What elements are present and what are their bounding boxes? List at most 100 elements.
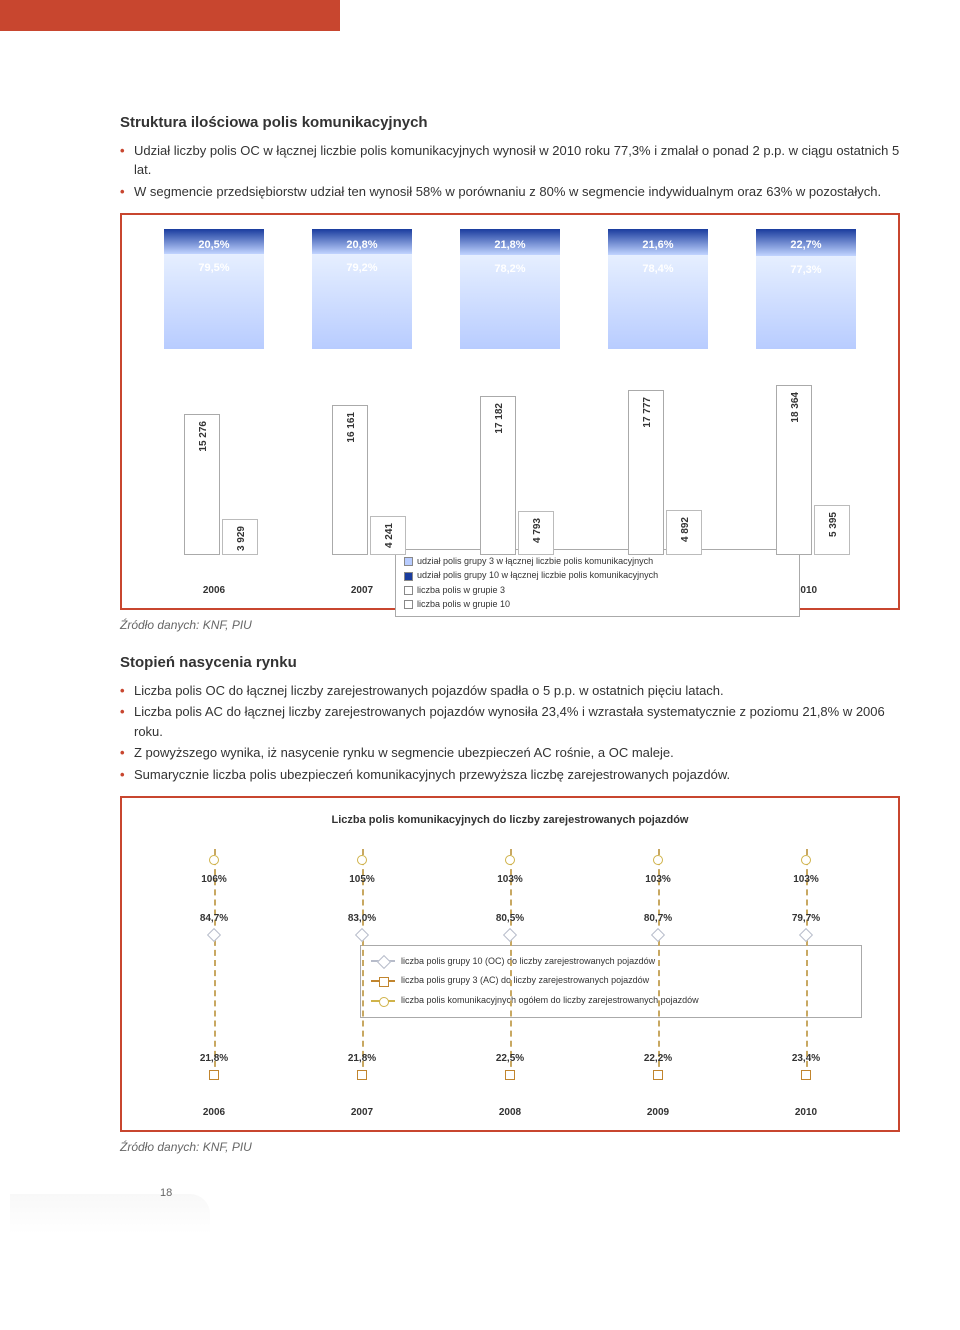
stacked-top-label: 21,8% [460,237,560,254]
chart1-source: Źródło danych: KNF, PIU [120,616,900,634]
bar-value-label: 17 182 [492,403,507,434]
stacked-top-label: 22,7% [756,237,856,254]
section2-heading: Stopień nasycenia rynku [120,652,900,675]
legend-swatch [404,557,413,566]
bar-group: 15 276 3 929 [184,414,258,555]
legend-label: udział polis grupy 3 w łącznej liczbie p… [417,556,653,566]
stacked-bottom-label: 77,3% [756,262,856,279]
stacked-bottom-label: 79,5% [164,260,264,277]
year-label: 2009 [647,1105,669,1120]
bar-value-label: 3 929 [234,526,249,551]
stacked-bottom-label: 78,2% [460,261,560,278]
data-value-label: 105% [322,872,402,887]
data-value-label: 79,7% [766,911,846,926]
data-value-label: 21,8% [174,1051,254,1066]
data-marker-icon [355,927,369,941]
page-corner-shadow [10,1194,210,1234]
stacked-column: 20,8%79,2% [312,229,412,349]
data-marker-icon [801,1070,811,1080]
bar-value-label: 4 241 [382,523,397,548]
header-accent-bar [0,0,340,32]
series-oc-point: 84,7% [174,909,254,946]
series-total-point: 106% [174,851,254,888]
data-marker-icon [207,927,221,941]
data-marker-icon [209,1070,219,1080]
stacked-top-label: 21,6% [608,237,708,254]
legend-label: udział polis grupy 10 w łącznej liczbie … [417,570,658,580]
data-marker-icon [505,1070,515,1080]
legend-label: liczba polis grupy 10 (OC) do liczby zar… [401,952,655,972]
data-value-label: 21,8% [322,1051,402,1066]
bullet: Liczba polis AC do łącznej liczby zareje… [120,702,900,741]
data-value-label: 80,7% [618,911,698,926]
year-label: 2010 [795,1105,817,1120]
series-ac-point: 23,4% [766,1049,846,1086]
page-number: 18 [160,1185,172,1202]
bar-group: 16 1614 241 [332,405,406,555]
data-marker-icon [505,855,515,865]
data-marker-icon [503,927,517,941]
data-value-label: 106% [174,872,254,887]
series-total-point: 103% [470,851,550,888]
legend-label: liczba polis grupy 3 (AC) do liczby zare… [401,971,649,991]
legend-line-icon [371,960,395,962]
section1-bullets: Udział liczby polis OC w łącznej liczbie… [120,141,900,202]
data-marker-icon [357,855,367,865]
bullet: Z powyższego wynika, iż nasycenie rynku … [120,743,900,763]
series-total-point: 103% [766,851,846,888]
year-label: 2007 [351,1105,373,1120]
series-total-point: 103% [618,851,698,888]
series-ac-point: 22,5% [470,1049,550,1086]
data-value-label: 22,5% [470,1051,550,1066]
series-total-point: 105% [322,851,402,888]
legend-label: liczba polis w grupie 3 [417,585,505,595]
stacked-column: 21,8% 78,2% [460,229,560,349]
data-marker-icon [799,927,813,941]
bar-value-label: 18 364 [788,392,803,423]
series-ac-point: 21,8% [322,1049,402,1086]
stacked-bottom-label: 79,2% [312,260,412,277]
data-value-label: 83,0% [322,911,402,926]
stacked-column: 21,6%78,4% [608,229,708,349]
chart2-x-axis: 2006 2007 2008 2009 2010 [140,1105,880,1120]
series-ac-point: 22,2% [618,1049,698,1086]
series-oc-point: 80,7% [618,909,698,946]
data-marker-icon [651,927,665,941]
legend-swatch [404,572,413,581]
bar-group: 18 364 5 395 [776,385,850,555]
data-value-label: 103% [470,872,550,887]
series-oc-point: 83,0% [322,909,402,946]
bar-value-label: 15 276 [196,421,211,452]
section1-heading: Struktura ilościowa polis komunikacyjnyc… [120,112,900,135]
year-label: 2007 [351,583,373,598]
bullet: Sumarycznie liczba polis ubezpieczeń kom… [120,765,900,785]
year-label: 2006 [203,1105,225,1120]
data-value-label: 84,7% [174,911,254,926]
data-value-label: 80,5% [470,911,550,926]
series-ac-point: 21,8% [174,1049,254,1086]
series-oc-point: 79,7% [766,909,846,946]
data-value-label: 103% [618,872,698,887]
chart1-frame: 20,5% 79,5% 20,8%79,2% 21,8% 78,2% 21,6%78,4%… [120,213,900,610]
data-marker-icon [357,1070,367,1080]
data-marker-icon [653,855,663,865]
chart2-source: Źródło danych: KNF, PIU [120,1138,900,1156]
chart2-title: Liczba polis komunikacyjnych do liczby z… [140,812,880,829]
legend-line-icon [371,1000,395,1002]
section2-bullets: Liczba polis OC do łącznej liczby zareje… [120,681,900,785]
bar-value-label: 4 892 [678,517,693,542]
bullet: Liczba polis OC do łącznej liczby zareje… [120,681,900,701]
chart2-legend: liczba polis grupy 10 (OC) do liczby zar… [360,945,862,1018]
data-value-label: 103% [766,872,846,887]
bullet: W segmencie przedsiębiorstw udział ten w… [120,182,900,202]
stacked-top-label: 20,5% [164,237,264,254]
data-marker-icon [801,855,811,865]
bar-value-label: 5 395 [826,512,841,537]
data-marker-icon [653,1070,663,1080]
bar-group: 17 7774 892 [628,390,702,555]
chart2-frame: Liczba polis komunikacyjnych do liczby z… [120,796,900,1132]
chart1-bar-groups: udział polis grupy 3 w łącznej liczbie p… [140,377,880,577]
year-label: 2008 [499,1105,521,1120]
legend-swatch [404,600,413,609]
bar-value-label: 4 793 [530,518,545,543]
